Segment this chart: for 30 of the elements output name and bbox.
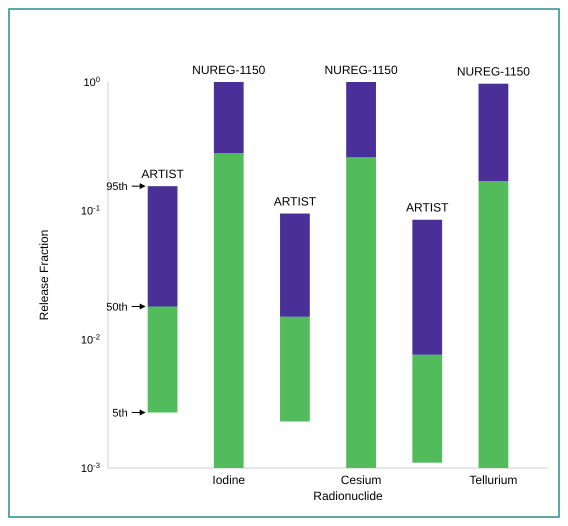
annotation: 95th <box>106 181 128 194</box>
bar <box>280 214 310 317</box>
bar <box>346 82 376 158</box>
data-label: ARTIST <box>406 200 450 215</box>
y-tick-label: 10$^{-3}$ <box>80 460 100 475</box>
bar <box>148 306 178 412</box>
bar <box>148 186 178 306</box>
x-tick-label: Cesium <box>340 473 382 487</box>
bar <box>214 153 244 468</box>
bar <box>214 82 244 154</box>
data-label: NUREG-1150 <box>192 63 266 77</box>
bar <box>280 316 310 422</box>
bar <box>412 220 442 355</box>
y-axis-title: Release Fraction <box>37 230 51 320</box>
bar <box>478 84 508 182</box>
data-label: NUREG-1150 <box>324 63 398 77</box>
y-tick-label: 10$^{-2}$ <box>80 332 100 346</box>
x-axis-title: Radionuclide <box>313 489 384 503</box>
x-tick-label: Tellurium <box>469 473 518 487</box>
y-tick-label: 10$^{-1}$ <box>80 203 100 218</box>
y-tick-label: 10$^{0}$ <box>83 74 100 89</box>
annotation: 50th <box>106 301 128 314</box>
x-tick-label: Iodine <box>212 473 246 487</box>
annotation: 5th <box>112 408 128 420</box>
data-label: ARTIST <box>141 167 184 182</box>
data-label: ARTIST <box>274 194 317 209</box>
bar <box>346 157 376 468</box>
bar <box>412 354 442 463</box>
data-label: NUREG-1150 <box>456 64 530 79</box>
bar <box>478 181 508 468</box>
